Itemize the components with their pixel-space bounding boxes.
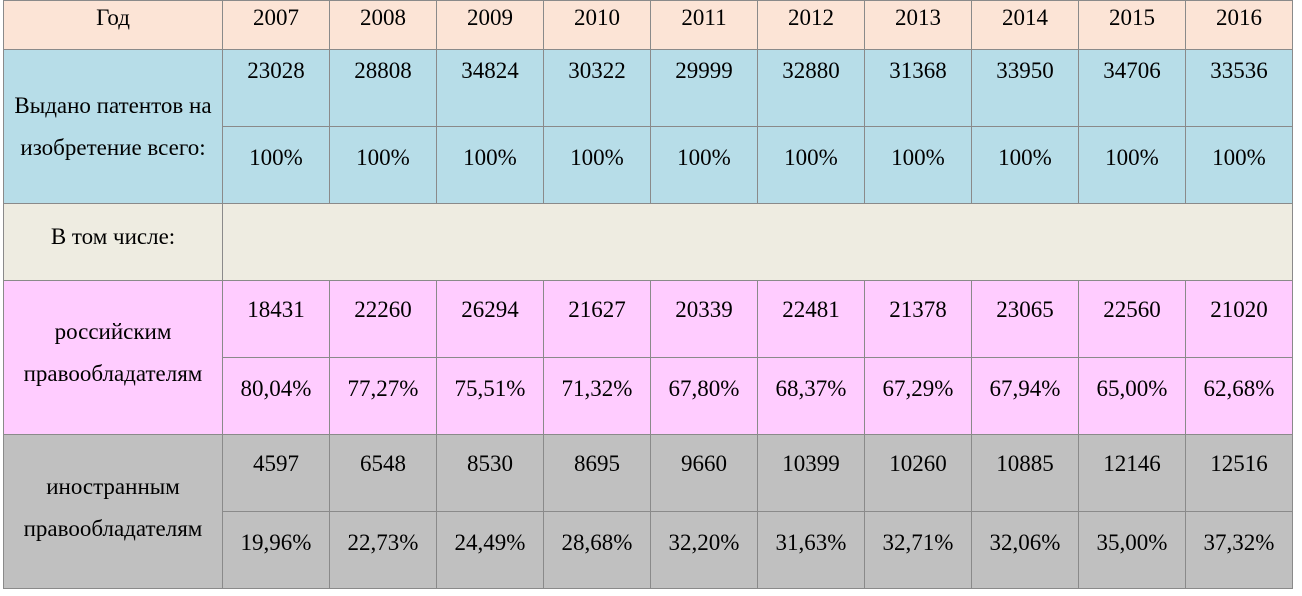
foreign-count-cell: 10260 (865, 435, 972, 512)
foreign-share-cell: 35,00% (1079, 512, 1186, 589)
foreign-count-cell: 6548 (330, 435, 437, 512)
header-label: Год (4, 1, 223, 50)
russian-share-cell: 65,00% (1079, 358, 1186, 435)
issued-count-cell: 32880 (758, 50, 865, 127)
foreign-count-cell: 12146 (1079, 435, 1186, 512)
issued-share-cell: 100% (1186, 127, 1293, 204)
year-cell: 2008 (330, 1, 437, 50)
issued-share-cell: 100% (651, 127, 758, 204)
russian-count-cell: 20339 (651, 281, 758, 358)
year-cell: 2014 (972, 1, 1079, 50)
year-cell: 2012 (758, 1, 865, 50)
foreign-count-row: иностранным правообладателям 4597 6548 8… (4, 435, 1293, 512)
foreign-share-cell: 22,73% (330, 512, 437, 589)
year-cell: 2013 (865, 1, 972, 50)
russian-count-cell: 21020 (1186, 281, 1293, 358)
russian-share-cell: 67,29% (865, 358, 972, 435)
russian-share-cell: 67,80% (651, 358, 758, 435)
russian-share-cell: 62,68% (1186, 358, 1293, 435)
year-cell: 2015 (1079, 1, 1186, 50)
russian-count-cell: 21378 (865, 281, 972, 358)
russian-count-row: российским правообладателям 18431 22260 … (4, 281, 1293, 358)
issued-count-cell: 34824 (437, 50, 544, 127)
including-empty-cell (223, 204, 1293, 281)
issued-share-cell: 100% (758, 127, 865, 204)
issued-share-cell: 100% (1079, 127, 1186, 204)
foreign-count-cell: 10885 (972, 435, 1079, 512)
russian-share-cell: 67,94% (972, 358, 1079, 435)
year-cell: 2009 (437, 1, 544, 50)
foreign-count-cell: 10399 (758, 435, 865, 512)
foreign-count-cell: 8530 (437, 435, 544, 512)
foreign-share-cell: 37,32% (1186, 512, 1293, 589)
foreign-count-cell: 4597 (223, 435, 330, 512)
year-cell: 2010 (544, 1, 651, 50)
issued-count-cell: 23028 (223, 50, 330, 127)
foreign-count-cell: 9660 (651, 435, 758, 512)
issued-count-cell: 33950 (972, 50, 1079, 127)
issued-count-cell: 33536 (1186, 50, 1293, 127)
foreign-share-cell: 32,71% (865, 512, 972, 589)
russian-share-cell: 71,32% (544, 358, 651, 435)
russian-share-cell: 75,51% (437, 358, 544, 435)
issued-share-cell: 100% (437, 127, 544, 204)
issued-count-cell: 28808 (330, 50, 437, 127)
year-cell: 2016 (1186, 1, 1293, 50)
russian-share-cell: 80,04% (223, 358, 330, 435)
russian-count-cell: 18431 (223, 281, 330, 358)
issued-label: Выдано патентов на изобретение всего: (4, 50, 223, 204)
issued-count-cell: 34706 (1079, 50, 1186, 127)
russian-count-cell: 22560 (1079, 281, 1186, 358)
russian-count-cell: 23065 (972, 281, 1079, 358)
issued-count-cell: 30322 (544, 50, 651, 127)
foreign-share-cell: 31,63% (758, 512, 865, 589)
header-row: Год 2007 2008 2009 2010 2011 2012 2013 2… (4, 1, 1293, 50)
issued-share-cell: 100% (865, 127, 972, 204)
issued-share-cell: 100% (330, 127, 437, 204)
foreign-count-cell: 12516 (1186, 435, 1293, 512)
russian-count-cell: 22481 (758, 281, 865, 358)
issued-count-row: Выдано патентов на изобретение всего: 23… (4, 50, 1293, 127)
russian-count-cell: 22260 (330, 281, 437, 358)
foreign-share-cell: 32,20% (651, 512, 758, 589)
year-cell: 2007 (223, 1, 330, 50)
issued-share-cell: 100% (223, 127, 330, 204)
issued-count-cell: 29999 (651, 50, 758, 127)
issued-share-cell: 100% (544, 127, 651, 204)
russian-share-cell: 68,37% (758, 358, 865, 435)
foreign-share-cell: 28,68% (544, 512, 651, 589)
issued-count-cell: 31368 (865, 50, 972, 127)
patents-table: Год 2007 2008 2009 2010 2011 2012 2013 2… (3, 0, 1293, 589)
russian-label: российским правообладателям (4, 281, 223, 435)
russian-count-cell: 26294 (437, 281, 544, 358)
foreign-label: иностранным правообладателям (4, 435, 223, 589)
including-row: В том числе: (4, 204, 1293, 281)
russian-count-cell: 21627 (544, 281, 651, 358)
issued-share-cell: 100% (972, 127, 1079, 204)
foreign-share-cell: 32,06% (972, 512, 1079, 589)
russian-share-cell: 77,27% (330, 358, 437, 435)
foreign-count-cell: 8695 (544, 435, 651, 512)
foreign-share-cell: 19,96% (223, 512, 330, 589)
year-cell: 2011 (651, 1, 758, 50)
including-label: В том числе: (4, 204, 223, 281)
foreign-share-cell: 24,49% (437, 512, 544, 589)
